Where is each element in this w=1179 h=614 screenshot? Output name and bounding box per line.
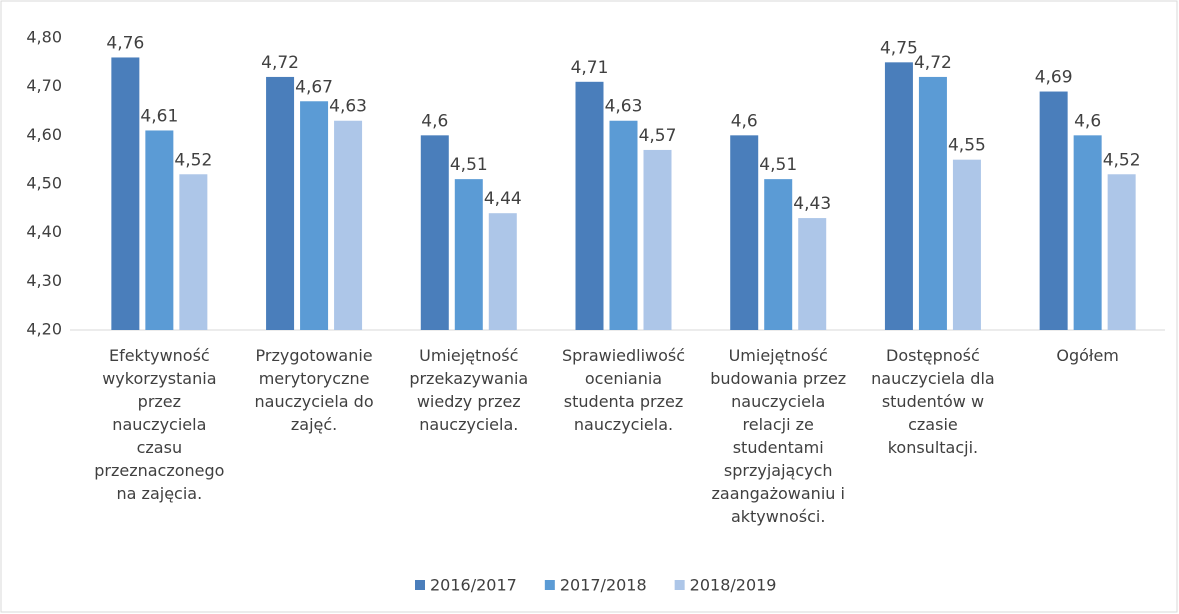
value-label: 4,71 (571, 58, 609, 78)
y-tick-label: 4,40 (26, 222, 62, 241)
value-label: 4,72 (914, 53, 952, 73)
y-tick-label: 4,20 (26, 320, 62, 339)
bar (334, 120, 363, 330)
value-label: 4,69 (1035, 68, 1073, 88)
x-tick-label: Umiejętność przekazywania wiedzy przez nauc… (409, 346, 528, 434)
x-tick-label: Dostępność nauczyciela dla studentów w czas… (871, 346, 995, 457)
legend-swatch (544, 580, 555, 590)
x-tick-label: Ogółem (1056, 346, 1119, 365)
bar (1073, 135, 1102, 330)
value-label: 4,57 (639, 126, 677, 146)
bar (420, 135, 449, 330)
legend-swatch (674, 580, 685, 590)
bar (145, 130, 174, 330)
value-label: 4,55 (948, 136, 986, 156)
bar (266, 76, 295, 330)
bar (952, 159, 981, 330)
bar (884, 62, 913, 330)
legend-label: 2018/2019 (690, 576, 777, 595)
bar (454, 179, 483, 330)
value-label: 4,72 (261, 53, 299, 73)
legend-label: 2016/2017 (430, 576, 517, 595)
value-label: 4,6 (421, 111, 448, 131)
bar (300, 101, 329, 331)
bar (488, 213, 517, 330)
bar (609, 120, 638, 330)
value-label: 4,6 (1074, 111, 1101, 131)
bar (1039, 91, 1068, 331)
y-tick-label: 4,30 (26, 271, 62, 290)
x-tick-label: Sprawiedliwość oceniania studenta przez nau… (562, 346, 685, 434)
y-tick-label: 4,50 (26, 174, 62, 193)
bar (575, 81, 604, 330)
value-label: 4,63 (329, 97, 367, 117)
bar (764, 179, 793, 330)
y-tick-label: 4,60 (26, 125, 62, 144)
bar (918, 76, 947, 330)
value-label: 4,51 (759, 155, 797, 175)
value-label: 4,6 (731, 111, 758, 131)
value-label: 4,43 (793, 194, 831, 214)
value-label: 4,44 (484, 189, 522, 209)
value-label: 4,76 (106, 33, 144, 53)
value-label: 4,67 (295, 77, 333, 97)
legend-label: 2017/2018 (560, 576, 647, 595)
bar (643, 149, 672, 330)
bar (111, 57, 140, 330)
x-tick-label: Umiejętność budowania przez nauczyciela rel… (710, 346, 846, 526)
value-label: 4,63 (605, 97, 643, 117)
x-tick-label: Przygotowanie merytoryczne nauczyciela do z… (255, 346, 374, 434)
y-tick-label: 4,70 (26, 76, 62, 95)
value-label: 4,52 (174, 150, 212, 170)
bar (179, 174, 208, 330)
value-label: 4,52 (1103, 150, 1141, 170)
bar (798, 218, 827, 330)
bar (730, 135, 759, 330)
x-tick-label: Efektywność wykorzystania przez nauczyciela… (94, 346, 224, 503)
value-label: 4,61 (140, 106, 178, 126)
legend-swatch (415, 580, 425, 590)
value-label: 4,75 (880, 38, 918, 58)
bar (1107, 174, 1136, 330)
y-tick-label: 4,80 (26, 28, 62, 47)
value-label: 4,51 (450, 155, 488, 175)
